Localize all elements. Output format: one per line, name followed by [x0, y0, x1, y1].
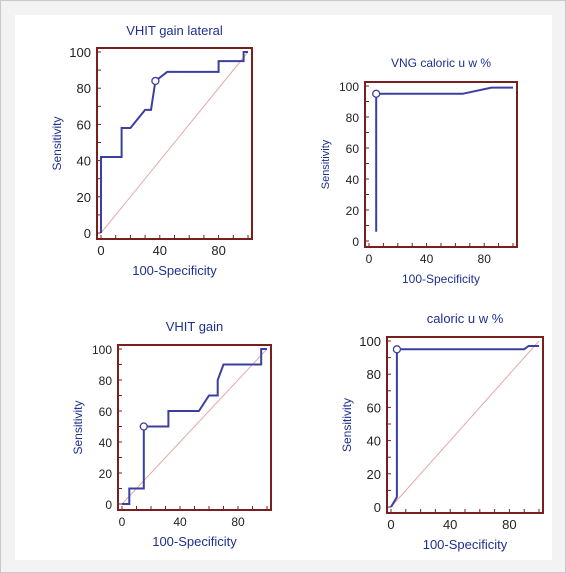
- diagonal-line-1: [100, 51, 249, 234]
- y-tick-label: 60: [367, 400, 381, 415]
- y-tick-label: 0: [105, 498, 112, 512]
- plot-frame-1: [96, 47, 253, 240]
- chart-title-2: VNG caloric u w %: [391, 56, 491, 70]
- cutoff-marker-4: [392, 345, 402, 354]
- x-axis-label-2: 100-Specificity: [402, 272, 480, 286]
- y-tick-label: 40: [367, 434, 381, 449]
- x-tick-label: 40: [443, 517, 457, 532]
- y-tick-label: 20: [367, 467, 381, 482]
- y-tick-label: 0: [374, 500, 381, 515]
- y-tick-label: 80: [99, 374, 113, 388]
- chart-title-1: VHIT gain lateral: [126, 23, 223, 38]
- x-tick-label: 0: [366, 252, 373, 266]
- x-axis-label-4: 100-Specificity: [423, 537, 508, 552]
- y-tick-label: 80: [346, 111, 360, 125]
- cutoff-marker-3: [139, 422, 148, 431]
- roc-charts: 0 40 80 0 20 40 60 80 100 VHIT gain lateral 100-Sp…: [50, 23, 544, 552]
- x-tick-label: 40: [153, 243, 167, 258]
- y-axis-label-3: Sensitivity: [71, 400, 85, 454]
- cutoff-marker-1: [151, 76, 160, 86]
- y-axis-label-2: Sensitivity: [320, 139, 332, 189]
- y-axis-label-1: Sensitivity: [50, 116, 64, 170]
- roc-curve-1: [100, 51, 248, 233]
- y-tick-label: 20: [346, 204, 360, 218]
- y-tick-label: 60: [77, 117, 91, 132]
- cutoff-marker-2: [372, 89, 381, 98]
- y-tick-label: 80: [367, 367, 381, 382]
- y-tick-label: 100: [69, 45, 91, 60]
- x-tick-label: 40: [173, 515, 187, 529]
- y-tick-label: 20: [77, 190, 91, 205]
- x-axis-label-1: 100-Specificity: [132, 263, 217, 278]
- x-tick-label: 80: [502, 517, 516, 532]
- y-tick-label: 100: [92, 343, 112, 357]
- x-axis-label-3: 100-Specificity: [152, 534, 237, 549]
- y-tick-label: 60: [99, 405, 113, 419]
- x-tick-label: 0: [97, 243, 104, 258]
- x-tick-label: 0: [387, 517, 394, 532]
- y-tick-label: 60: [346, 142, 360, 156]
- x-tick-label: 0: [119, 515, 126, 529]
- y-tick-label: 40: [77, 154, 91, 169]
- roc-curve-3: [122, 348, 267, 505]
- y-tick-label: 0: [84, 226, 91, 241]
- roc-curve-4: [390, 345, 539, 508]
- y-tick-label: 40: [99, 436, 113, 450]
- chart-title-3: VHIT gain: [166, 319, 224, 334]
- y-tick-label: 80: [77, 81, 91, 96]
- x-tick-label: 80: [478, 252, 492, 266]
- plot-frame-2: [364, 81, 518, 248]
- diagonal-line-3: [121, 348, 268, 505]
- y-tick-label: 100: [339, 80, 359, 94]
- x-tick-label: 40: [420, 252, 434, 266]
- y-tick-label: 20: [99, 467, 113, 481]
- y-tick-label: 100: [359, 334, 381, 349]
- y-tick-label: 40: [346, 173, 360, 187]
- y-tick-label: 0: [352, 235, 359, 249]
- diagonal-line-4: [390, 340, 540, 508]
- x-tick-label: 80: [211, 243, 225, 258]
- figure-panel: 0 40 80 0 20 40 60 80 100 VHIT gain lateral 100-Sp…: [15, 15, 552, 560]
- roc-curve-2: [375, 86, 513, 232]
- y-axis-label-4: Sensitivity: [340, 398, 354, 452]
- chart-title-4: caloric u w %: [427, 311, 504, 326]
- x-tick-label: 80: [231, 515, 245, 529]
